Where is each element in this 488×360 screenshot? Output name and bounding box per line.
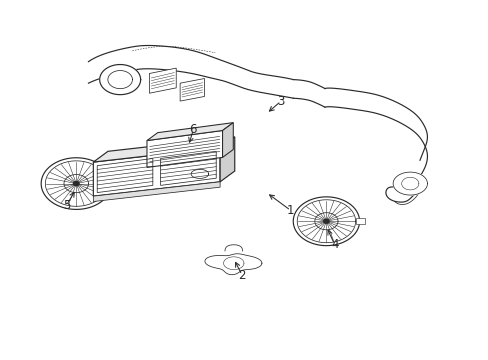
Polygon shape [220,137,234,182]
Polygon shape [108,180,117,187]
Text: 3: 3 [277,95,284,108]
Polygon shape [93,182,220,202]
Polygon shape [392,172,427,195]
Circle shape [73,181,79,186]
Polygon shape [88,45,293,98]
Polygon shape [293,197,359,246]
Text: 2: 2 [238,269,245,282]
Text: 1: 1 [286,204,294,217]
Polygon shape [93,137,234,162]
Polygon shape [100,64,141,95]
Polygon shape [147,131,222,167]
Polygon shape [325,88,427,180]
Text: 4: 4 [330,238,338,251]
Text: 6: 6 [189,123,197,136]
Polygon shape [149,68,176,93]
Polygon shape [191,170,208,179]
Polygon shape [147,123,233,140]
Polygon shape [93,148,220,196]
Polygon shape [222,123,233,157]
Polygon shape [41,158,111,210]
Polygon shape [204,254,262,275]
Polygon shape [356,218,364,224]
Circle shape [323,219,328,223]
Text: 5: 5 [62,199,70,212]
Polygon shape [180,78,204,101]
